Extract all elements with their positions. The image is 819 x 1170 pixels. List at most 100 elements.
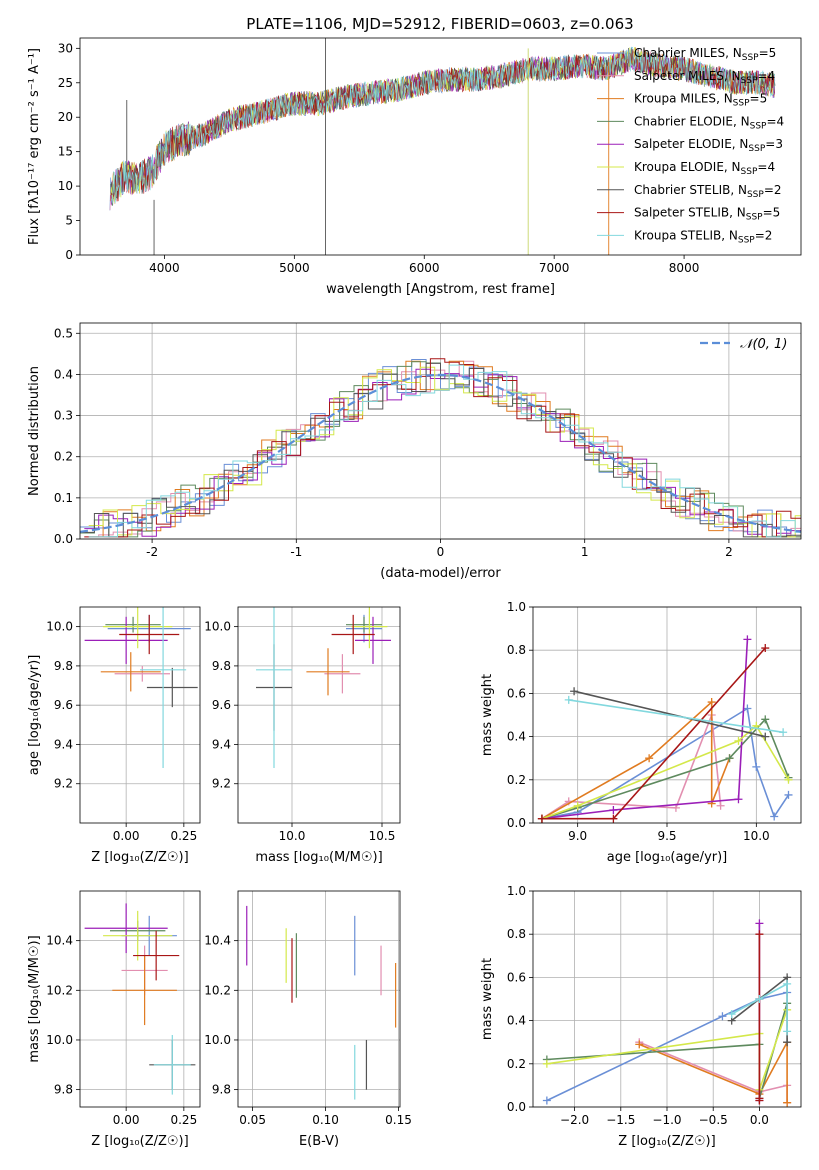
plot-area — [542, 919, 792, 1107]
weight-marker — [718, 1012, 727, 1021]
y-tick-label: 0.0 — [507, 1100, 526, 1114]
x-axis-label: mass [log₁₀(M/M☉)] — [255, 850, 382, 865]
grid — [80, 891, 200, 1107]
weight-marker — [783, 1038, 792, 1047]
errorbar-point-4 — [355, 616, 391, 664]
x-axis-label: Z [log₁₀(Z/Z☉)] — [91, 1134, 188, 1149]
axes: 9.0 9.5 10.0 0.0 0.2 0.4 0.6 0.8 1.0 age [log₁₀(a… — [480, 600, 802, 865]
y-tick-label: 0.6 — [507, 686, 526, 700]
weight-marker — [537, 814, 546, 823]
plot-area — [537, 635, 793, 823]
x-tick-label: 5000 — [279, 261, 310, 275]
errorbar-point-2 — [100, 652, 161, 692]
weight-marker — [645, 754, 654, 763]
residual-histogram-6 — [80, 362, 801, 538]
weight-series-8 — [731, 982, 788, 1032]
y-axis-label: mass weight — [480, 958, 495, 1040]
y-tick-label: 9.8 — [212, 659, 231, 673]
plot-area — [80, 358, 801, 538]
x-tick-label: −0.5 — [699, 1113, 728, 1127]
y-tick-label: 25 — [58, 76, 73, 90]
legend-label-6: Chabrier STELIB, NSSP=2 — [634, 183, 782, 200]
legend-label-7: Salpeter STELIB, NSSP=5 — [634, 206, 780, 223]
y-tick-label: 0.4 — [507, 1014, 526, 1028]
weight-marker — [727, 1010, 736, 1019]
axes-frame — [79, 37, 802, 256]
y-tick-label: 9.8 — [212, 1083, 231, 1097]
x-tick-label: −1.5 — [606, 1113, 635, 1127]
errorbar-point-6 — [146, 667, 198, 708]
axes-frame — [237, 606, 401, 824]
age-vs-mass-panel: 10.0 10.5 9.2 9.4 9.6 9.8 10.0 mass [log₁₀(M/M☉… — [204, 606, 401, 865]
weight-series-6 — [573, 690, 766, 738]
axes-frame — [79, 322, 802, 540]
y-tick-label: 0.0 — [54, 532, 73, 546]
legend-label-3: Chabrier ELODIE, NSSP=4 — [634, 114, 784, 131]
spectrum-line-8 — [110, 46, 775, 204]
y-axis-label: mass weight — [480, 674, 495, 756]
legend-label-8: Kroupa STELIB, NSSP=2 — [634, 228, 772, 245]
y-tick-label: 10.0 — [46, 1033, 73, 1047]
weight-marker — [755, 995, 764, 1003]
residuals-panel: -2 -1 0 1 2 0.0 0.1 0.2 0.3 0.4 0.5 (data-model)/er… — [27, 322, 802, 581]
weight-marker — [734, 795, 743, 804]
axes: 10.0 10.5 9.2 9.4 9.6 9.8 10.0 mass [log₁₀(M/M☉… — [204, 606, 401, 865]
mass-vs-metallicity-panel: 0.00 0.25 9.8 10.0 10.2 10.4 Z [log₁₀(Z/Z☉)] ma… — [27, 890, 201, 1149]
y-tick-label: 0.6 — [507, 970, 526, 984]
x-tick-label: 6000 — [409, 261, 440, 275]
x-tick-label: 8000 — [669, 261, 700, 275]
y-axis-label: age [log₁₀(age/yr)] — [27, 655, 42, 776]
x-tick-label: 0.25 — [170, 1113, 197, 1127]
weight-marker — [564, 695, 573, 704]
x-axis-label: age [log₁₀(age/yr)] — [607, 850, 728, 865]
y-tick-label: 9.8 — [54, 1083, 73, 1097]
axes-frame — [79, 890, 201, 1108]
y-tick-label: 9.8 — [54, 659, 73, 673]
weight-marker — [755, 919, 764, 928]
x-tick-label: 4000 — [149, 261, 180, 275]
x-axis-label: wavelength [Angstrom, rest frame] — [326, 282, 555, 297]
y-tick-label: 0.8 — [507, 927, 526, 941]
y-tick-label: 0.0 — [507, 816, 526, 830]
y-axis-label: Flux [fλ10⁻¹⁷ erg cm⁻² s⁻¹ A⁻¹] — [27, 48, 42, 245]
weight-marker — [784, 790, 793, 799]
plot-area — [84, 607, 198, 769]
weight-series-0 — [546, 991, 788, 1102]
weight-series-7 — [541, 647, 766, 820]
errorbar-point-1 — [114, 665, 170, 682]
weight-marker — [761, 732, 770, 741]
weight-marker — [752, 762, 761, 771]
weight-marker — [635, 1040, 644, 1049]
y-tick-label: 0.2 — [507, 773, 526, 787]
legend-label-0: Chabrier MILES, NSSP=5 — [634, 46, 776, 63]
x-tick-label: 0.15 — [385, 1113, 412, 1127]
age-vs-metallicity-panel: 0.00 0.25 9.2 9.4 9.6 9.8 10.0 Z [log₁₀(Z/Z☉)] a… — [27, 606, 201, 865]
errorbar-point-3 — [346, 616, 382, 633]
weight-marker — [542, 1096, 551, 1105]
errorbar-point-4 — [84, 616, 168, 664]
legend-label-2: Kroupa MILES, NSSP=5 — [634, 92, 767, 109]
errorbar-point-3 — [105, 616, 161, 633]
weight-marker — [770, 812, 779, 821]
residual-histogram-4 — [84, 368, 801, 537]
y-tick-label: 30 — [58, 41, 73, 55]
weight-marker — [783, 1027, 792, 1036]
x-axis-label: Z [log₁₀(Z/Z☉)] — [91, 850, 188, 865]
x-tick-label: 9.5 — [657, 829, 676, 843]
axes: 4000 5000 6000 7000 8000 0 5 10 15 20 25 30 waveleng… — [27, 37, 802, 297]
normal-reference-curve — [80, 373, 801, 533]
residual-histogram-7 — [84, 358, 801, 538]
weight-marker — [784, 775, 793, 784]
weight-marker — [707, 698, 716, 707]
axes-frame — [532, 606, 802, 824]
axes-frame — [237, 890, 401, 1108]
y-tick-label: 9.6 — [54, 698, 73, 712]
y-tick-label: 0.1 — [54, 491, 73, 505]
errorbar-point-4 — [84, 903, 168, 954]
weight-marker — [743, 704, 752, 713]
x-tick-label: 7000 — [539, 261, 570, 275]
residuals-legend: 𝒩(0, 1) — [700, 337, 787, 352]
spectrum-panel: 4000 5000 6000 7000 8000 0 5 10 15 20 25 30 waveleng… — [27, 37, 802, 297]
legend-label-4: Salpeter ELODIE, NSSP=3 — [634, 137, 783, 154]
axes: −2.0 −1.5 −1.0 −0.5 0.0 0.0 0.2 0.4 0.6 0.8 1.0 Z [… — [480, 884, 802, 1149]
